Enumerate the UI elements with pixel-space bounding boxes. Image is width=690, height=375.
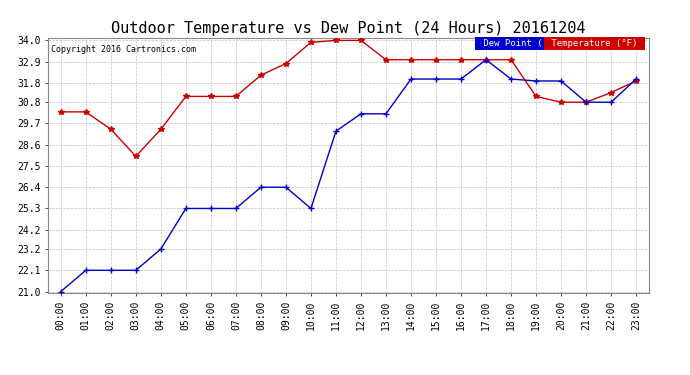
Text: Copyright 2016 Cartronics.com: Copyright 2016 Cartronics.com [51, 45, 196, 54]
Text: Dew Point (°F): Dew Point (°F) [477, 39, 564, 48]
Text: Temperature (°F): Temperature (°F) [546, 39, 642, 48]
Title: Outdoor Temperature vs Dew Point (24 Hours) 20161204: Outdoor Temperature vs Dew Point (24 Hou… [111, 21, 586, 36]
